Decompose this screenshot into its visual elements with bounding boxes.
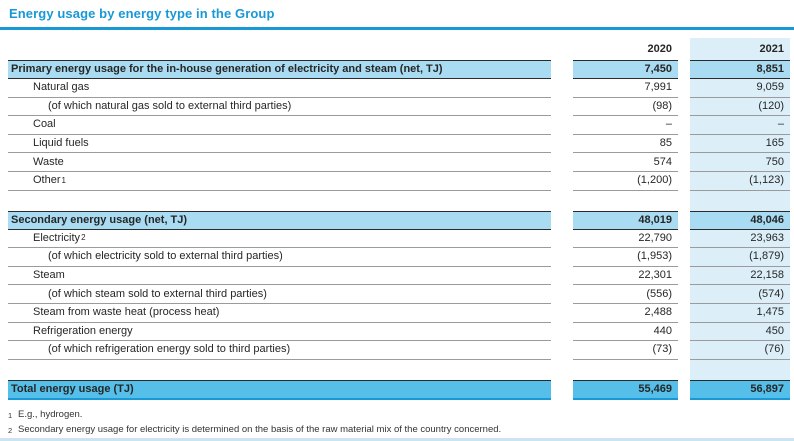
value-2020: (1,953) (573, 248, 678, 267)
value-2021: 9,059 (690, 79, 790, 98)
table-row: (of which electricity sold to external t… (8, 248, 790, 267)
footnote-text: E.g., hydrogen. (18, 408, 83, 420)
footnote: 2 Secondary energy usage for electricity … (8, 422, 790, 437)
value-2020: (98) (573, 98, 678, 117)
title-rule (0, 27, 794, 30)
value-2021: 1,475 (690, 303, 790, 323)
row-label: Refrigeration energy (8, 323, 551, 342)
table-row: Other 1 (1,200) (1,123) (8, 171, 790, 191)
table-row: Primary energy usage for the in-house ge… (8, 60, 790, 79)
energy-table: 2020 2021 Primary energy usage for the i… (8, 38, 790, 400)
column-header-2021: 2021 (690, 38, 790, 60)
table-row: Secondary energy usage (net, TJ) 48,019 48… (8, 210, 790, 230)
row-label (8, 191, 551, 211)
value-2021: (574) (690, 285, 790, 304)
value-2020: 22,301 (573, 267, 678, 286)
value-2021: 56,897 (690, 379, 790, 400)
table-row: Waste 574 750 (8, 153, 790, 172)
value-2021: 48,046 (690, 210, 790, 230)
value-2020 (573, 360, 678, 380)
value-2021: (120) (690, 97, 790, 117)
energy-table-body: Primary energy usage for the in-house ge… (8, 60, 790, 400)
value-2020 (573, 191, 678, 211)
value-2020: 7,450 (573, 60, 678, 79)
value-2021 (690, 190, 790, 211)
column-header-2020: 2020 (647, 42, 672, 55)
value-2020: 55,469 (573, 379, 678, 400)
row-label: Steam (8, 267, 551, 286)
table-row: (of which natural gas sold to external t… (8, 97, 790, 117)
value-2020: (556) (573, 285, 678, 304)
value-2020: (73) (573, 341, 678, 360)
page-title: Energy usage by energy type in the Group (9, 6, 275, 21)
row-label (8, 360, 551, 380)
row-label: Steam from waste heat (process heat) (8, 304, 551, 323)
value-2021: (1,879) (690, 248, 790, 267)
value-2021: 165 (690, 134, 790, 154)
row-label: Coal (8, 116, 551, 135)
header-spacer (8, 38, 551, 60)
table-row: Liquid fuels 85 165 (8, 134, 790, 154)
row-label: (of which steam sold to external third p… (8, 285, 551, 304)
table-row: Refrigeration energy 440 450 (8, 322, 790, 342)
table-spacer-row (8, 190, 790, 211)
value-2021: – (690, 116, 790, 135)
row-label: Natural gas (8, 79, 551, 98)
value-2020: 2,488 (573, 304, 678, 323)
footnote-marker: 2 (8, 425, 13, 435)
row-label: (of which natural gas sold to external t… (8, 98, 551, 117)
value-2021: (1,123) (690, 171, 790, 191)
bottom-divider (0, 438, 794, 441)
value-2021: (76) (690, 341, 790, 360)
table-row: (of which refrigeration energy sold to t… (8, 341, 790, 360)
row-label: Electricity 2 (8, 230, 551, 249)
value-2020: 7,991 (573, 79, 678, 98)
table-row: Total energy usage (TJ) 55,469 56,897 (8, 379, 790, 400)
value-2020: 22,790 (573, 230, 678, 249)
row-label: Other 1 (8, 172, 551, 191)
value-2021: 450 (690, 322, 790, 342)
table-row: Coal – – (8, 116, 790, 135)
footnotes: 1 E.g., hydrogen. 2 Secondary energy usage … (8, 407, 790, 437)
table-row: Natural gas 7,991 9,059 (8, 79, 790, 98)
row-label: Primary energy usage for the in-house ge… (8, 60, 551, 79)
value-2020: – (573, 116, 678, 135)
row-label: (of which electricity sold to external t… (8, 248, 551, 267)
table-header-row: 2020 2021 (8, 38, 790, 60)
table-row: (of which steam sold to external third p… (8, 285, 790, 304)
table-row: Steam from waste heat (process heat) 2,48… (8, 303, 790, 323)
table-row: Steam 22,301 22,158 (8, 266, 790, 286)
footnote: 1 E.g., hydrogen. (8, 407, 790, 422)
value-2020: 440 (573, 323, 678, 342)
row-label: Liquid fuels (8, 135, 551, 154)
value-2020: 48,019 (573, 210, 678, 230)
row-label: Secondary energy usage (net, TJ) (8, 210, 551, 230)
value-2021: 23,963 (690, 229, 790, 249)
value-2020: (1,200) (573, 172, 678, 191)
footnote-text: Secondary energy usage for electricity i… (18, 423, 502, 435)
footnote-marker: 1 (8, 410, 13, 420)
value-2021: 750 (690, 153, 790, 172)
table-row: Electricity 2 22,790 23,963 (8, 229, 790, 249)
row-label: (of which refrigeration energy sold to t… (8, 341, 551, 360)
table-spacer-row (8, 359, 790, 380)
value-2020: 574 (573, 153, 678, 172)
value-2021: 8,851 (690, 60, 790, 79)
value-2021 (690, 359, 790, 380)
value-2020: 85 (573, 135, 678, 154)
value-2021: 22,158 (690, 266, 790, 286)
row-label: Total energy usage (TJ) (8, 379, 551, 400)
row-label: Waste (8, 153, 551, 172)
